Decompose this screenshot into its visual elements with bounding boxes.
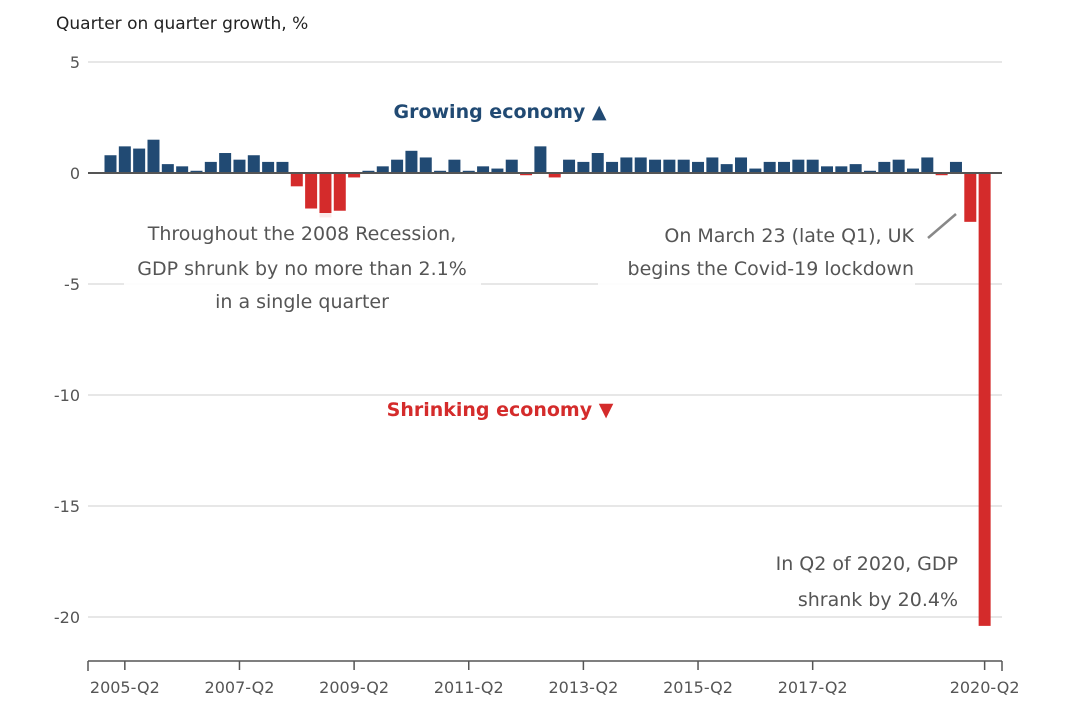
- x-tick-label: 2015-Q2: [663, 678, 733, 697]
- bar-2017-Q2: [806, 159, 819, 173]
- x-tick-label: 2009-Q2: [319, 678, 389, 697]
- bar-2019-Q3: [935, 173, 948, 176]
- bar-2016-Q2: [749, 168, 762, 173]
- bar-2009-Q1: [333, 173, 346, 211]
- bar-2009-Q3: [362, 170, 375, 173]
- x-tick-label: 2005-Q2: [90, 678, 160, 697]
- bar-2013-Q4: [606, 161, 619, 173]
- bar-2007-Q3: [247, 155, 260, 173]
- bar-2014-Q2: [634, 157, 647, 173]
- bar-2005-Q3: [133, 148, 146, 173]
- x-tick-label: 2020-Q2: [950, 678, 1020, 697]
- bar-2012-Q3: [534, 146, 547, 173]
- bar-2005-Q1: [104, 155, 117, 173]
- bar-2010-Q1: [391, 159, 404, 173]
- bar-2011-Q2: [462, 170, 475, 173]
- annotation-q2-line2: shrank by 20.4%: [798, 589, 958, 611]
- bar-2013-Q1: [563, 159, 576, 173]
- bar-2005-Q4: [147, 139, 160, 173]
- bar-2019-Q4: [949, 161, 962, 173]
- bar-2006-Q1: [161, 164, 174, 173]
- bar-2015-Q4: [720, 164, 733, 173]
- bar-2018-Q2: [863, 170, 876, 173]
- bar-2008-Q1: [276, 161, 289, 173]
- recession-annotation-bg: [124, 213, 481, 287]
- bar-2016-Q4: [778, 161, 791, 173]
- bar-2018-Q3: [878, 161, 891, 173]
- bar-2008-Q3: [305, 173, 318, 209]
- bar-2019-Q2: [921, 157, 934, 173]
- y-tick-label: -5: [64, 275, 80, 294]
- bar-2007-Q4: [262, 161, 275, 173]
- x-tick-label: 2013-Q2: [548, 678, 618, 697]
- bar-2016-Q1: [735, 157, 748, 173]
- bars: [104, 139, 991, 626]
- x-axis: 2005-Q2 2007-Q2 2009-Q2 2011-Q2 2013-Q2 2015-…: [87, 660, 1020, 697]
- bar-2010-Q3: [419, 157, 432, 173]
- lockdown-connector-line: [927, 213, 957, 239]
- bar-2009-Q2: [348, 173, 361, 178]
- bar-2007-Q1: [219, 153, 232, 173]
- gridlines: [88, 61, 1002, 618]
- bar-2015-Q2: [692, 161, 705, 173]
- bar-2015-Q1: [677, 159, 690, 173]
- bar-2017-Q1: [792, 159, 805, 173]
- bar-2013-Q3: [591, 153, 604, 173]
- bar-2020-Q2: [978, 173, 991, 626]
- bar-2011-Q3: [477, 166, 490, 173]
- annotation-shrinking: Shrinking economy ▼: [387, 399, 614, 421]
- annotation-q2-line1: In Q2 of 2020, GDP: [776, 553, 958, 575]
- y-tick-label: 5: [70, 53, 80, 72]
- bar-2018-Q4: [892, 159, 905, 173]
- x-tick-label: 2017-Q2: [778, 678, 848, 697]
- annotation-recession-line2: GDP shrunk by no more than 2.1%: [137, 258, 467, 280]
- bar-2012-Q1: [505, 159, 518, 173]
- bar-2007-Q2: [233, 159, 246, 173]
- bar-2012-Q2: [520, 173, 533, 176]
- x-tick-label: 2007-Q2: [205, 678, 275, 697]
- bar-2014-Q4: [663, 159, 676, 173]
- annotation-growing: Growing economy ▲: [393, 101, 606, 123]
- bar-2017-Q4: [835, 166, 848, 173]
- bar-2017-Q3: [821, 166, 833, 173]
- bar-2006-Q3: [190, 170, 203, 173]
- bar-2014-Q1: [620, 157, 633, 173]
- bar-2005-Q2: [118, 146, 131, 173]
- annotation-recession-line3: in a single quarter: [215, 291, 389, 313]
- bar-2016-Q3: [763, 161, 776, 173]
- bar-2019-Q1: [906, 168, 919, 173]
- lockdown-annotation-bg: [598, 213, 915, 287]
- bar-2006-Q4: [204, 161, 217, 173]
- bar-2008-Q2: [290, 173, 303, 187]
- bar-2010-Q2: [405, 150, 418, 173]
- annotation-lockdown-line1: On March 23 (late Q1), UK: [664, 225, 914, 247]
- bar-2009-Q4: [376, 166, 389, 173]
- bar-2014-Q3: [649, 159, 662, 173]
- y-axis-title: Quarter on quarter growth, %: [56, 14, 309, 34]
- y-tick-label: 0: [70, 164, 80, 183]
- bar-2015-Q3: [706, 157, 719, 173]
- bar-2018-Q1: [849, 164, 862, 173]
- bar-2006-Q2: [176, 166, 189, 173]
- annotation-lockdown-line2: begins the Covid-19 lockdown: [628, 258, 914, 280]
- y-tick-label: -15: [54, 497, 80, 516]
- bar-2013-Q2: [577, 161, 590, 173]
- bar-2012-Q4: [548, 173, 561, 178]
- bar-2020-Q1: [964, 173, 977, 222]
- bar-2008-Q4: [319, 173, 332, 218]
- y-tick-label: -20: [54, 608, 80, 627]
- bar-2011-Q4: [491, 168, 504, 173]
- y-tick-label: -10: [54, 386, 80, 405]
- bar-2011-Q1: [448, 159, 461, 173]
- x-tick-label: 2011-Q2: [434, 678, 504, 697]
- bar-2010-Q4: [434, 170, 447, 173]
- y-axis-ticks: 5 0 -5 -10 -15 -20: [54, 53, 80, 627]
- annotation-recession-line1: Throughout the 2008 Recession,: [147, 223, 457, 245]
